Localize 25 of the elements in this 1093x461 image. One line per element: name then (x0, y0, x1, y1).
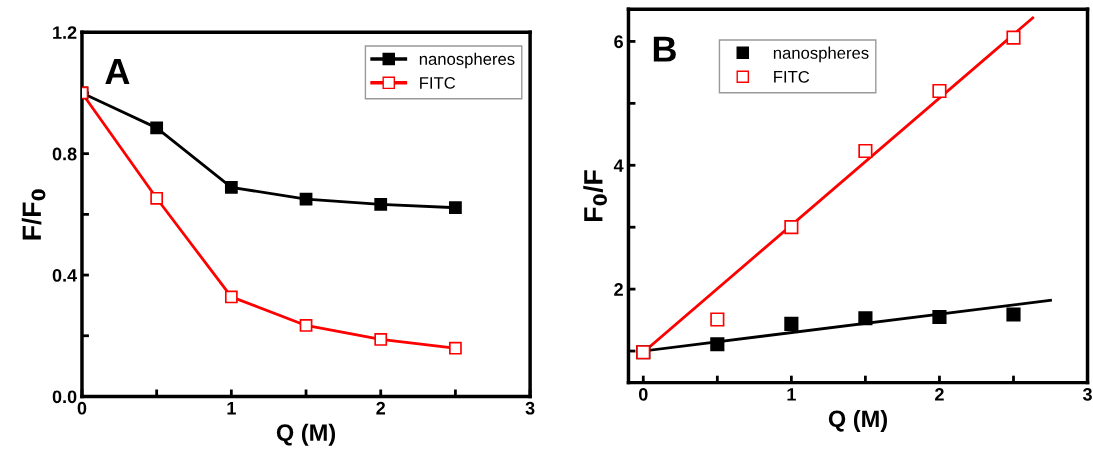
y-tick-label: 6 (614, 35, 623, 49)
x-axis-title: Q (M) (276, 423, 336, 446)
x-tick-label: 3 (1082, 387, 1092, 401)
annotation: B (653, 36, 676, 62)
legend-label: FITC (420, 77, 456, 89)
legend-label: nanospheres (773, 46, 869, 63)
legend-label: FITC (774, 70, 810, 83)
x-tick-label: 3 (525, 401, 535, 415)
y-tick-label: 1.2 (53, 26, 77, 39)
x-axis-title: Q (M) (828, 409, 887, 432)
y-axis-title: F/F$_{0}$ (21, 189, 46, 240)
x-tick-label: 1 (227, 401, 236, 415)
y-tick-label: 0.4 (52, 269, 78, 282)
x-tick-label: 0 (77, 401, 87, 415)
x-tick-label: 2 (376, 401, 386, 415)
x-tick-label: 0 (638, 387, 648, 401)
y-tick-label: 2 (614, 283, 623, 296)
y-tick-label: 4 (613, 159, 624, 172)
legend-label: nanospheres (419, 52, 515, 69)
x-tick-label: 2 (935, 387, 944, 401)
y-tick-label: 0.0 (52, 390, 77, 404)
y-axis-title: F$_{0}$/F (583, 170, 607, 221)
x-tick-label: 1 (787, 388, 796, 401)
annotation: A (105, 59, 130, 84)
y-tick-label: 0.8 (52, 147, 77, 161)
